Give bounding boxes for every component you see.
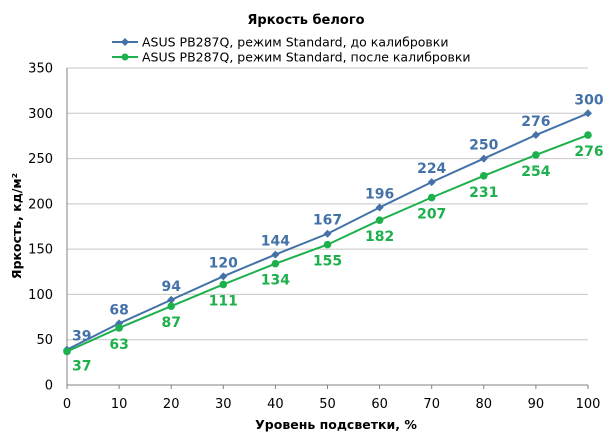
x-tick-label: 0 — [63, 397, 71, 412]
legend: ASUS PB287Q, режим Standard, до калибров… — [112, 35, 471, 65]
x-tick-label: 70 — [423, 397, 440, 412]
x-tick-label: 20 — [163, 397, 180, 412]
data-point — [63, 347, 71, 356]
data-point — [479, 154, 488, 163]
x-tick-labels: 0 10 20 30 40 50 60 70 80 90 100 — [63, 397, 601, 412]
legend-label-before: ASUS PB287Q, режим Standard, до калибров… — [142, 35, 448, 50]
data-point — [480, 171, 488, 180]
x-tick-label: 80 — [476, 397, 493, 412]
x-tick-label: 40 — [267, 397, 284, 412]
data-point — [584, 131, 592, 139]
data-point — [323, 229, 332, 238]
data-point — [219, 272, 228, 281]
x-tick-label: 50 — [319, 397, 336, 412]
chart-title: Яркость белого — [247, 13, 364, 28]
y-tick-label: 150 — [28, 243, 53, 258]
data-point — [427, 178, 436, 187]
y-tick-label: 200 — [28, 197, 53, 212]
data-label: 94 — [161, 279, 181, 295]
data-label: 167 — [313, 213, 342, 229]
data-label: 207 — [417, 207, 446, 223]
y-axis-label: Яркость, кд/м² — [9, 173, 24, 279]
data-point — [323, 240, 332, 249]
data-label: 39 — [72, 329, 91, 345]
data-point — [271, 250, 280, 259]
data-point — [167, 302, 175, 311]
y-tick-label: 350 — [28, 62, 53, 77]
series: 39 68 94 120 144 167 196 224 250 276 300 37 63 87 111 1… — [63, 92, 604, 374]
data-label: 144 — [261, 234, 290, 250]
data-label: 134 — [261, 273, 290, 289]
y-tick-label: 300 — [28, 107, 53, 122]
series-0: 39 68 94 120 144 167 196 224 250 276 300 — [63, 92, 604, 354]
data-label: 68 — [109, 302, 128, 318]
legend-marker-circle-icon — [121, 53, 129, 61]
data-point — [375, 216, 384, 224]
x-tick-label: 30 — [215, 397, 232, 412]
x-tick-label: 60 — [371, 397, 388, 412]
data-label: 196 — [365, 186, 394, 202]
data-point — [167, 295, 176, 304]
data-label: 254 — [521, 164, 550, 180]
x-tick-label: 90 — [528, 397, 545, 412]
data-point — [427, 193, 436, 202]
legend-label-after: ASUS PB287Q, режим Standard, после калиб… — [142, 50, 471, 65]
data-label: 276 — [574, 144, 603, 160]
data-label: 111 — [209, 293, 238, 309]
x-tick-label: 10 — [111, 397, 128, 412]
y-tick-label: 250 — [28, 152, 53, 167]
data-point — [584, 109, 592, 118]
gridlines — [67, 67, 588, 341]
data-label: 250 — [469, 138, 498, 154]
y-tick-labels: 0 50 100 150 200 250 300 350 — [28, 62, 53, 394]
data-point — [115, 324, 123, 332]
data-label: 231 — [469, 185, 498, 201]
data-label: 155 — [313, 254, 342, 270]
data-label: 37 — [72, 358, 91, 374]
axes — [66, 68, 589, 389]
data-label: 224 — [417, 161, 446, 177]
y-tick-label: 50 — [36, 333, 53, 348]
y-tick-label: 100 — [28, 288, 53, 303]
data-label: 300 — [574, 92, 603, 108]
legend-marker-diamond-icon — [121, 38, 129, 46]
data-point — [531, 131, 540, 140]
data-label: 63 — [109, 337, 128, 353]
x-axis-label: Уровень подсветки, % — [255, 417, 417, 432]
data-label: 276 — [521, 114, 550, 130]
data-label: 120 — [209, 255, 238, 271]
x-tick-label: 100 — [576, 397, 601, 412]
data-point — [219, 280, 228, 289]
series-1: 37 63 87 111 134 155 182 207 231 254 276 — [63, 131, 604, 374]
y-tick-label: 0 — [45, 379, 53, 394]
data-point — [271, 259, 280, 268]
data-point — [375, 203, 384, 212]
data-point — [532, 151, 540, 159]
data-label: 87 — [161, 315, 180, 331]
data-label: 182 — [365, 229, 394, 245]
